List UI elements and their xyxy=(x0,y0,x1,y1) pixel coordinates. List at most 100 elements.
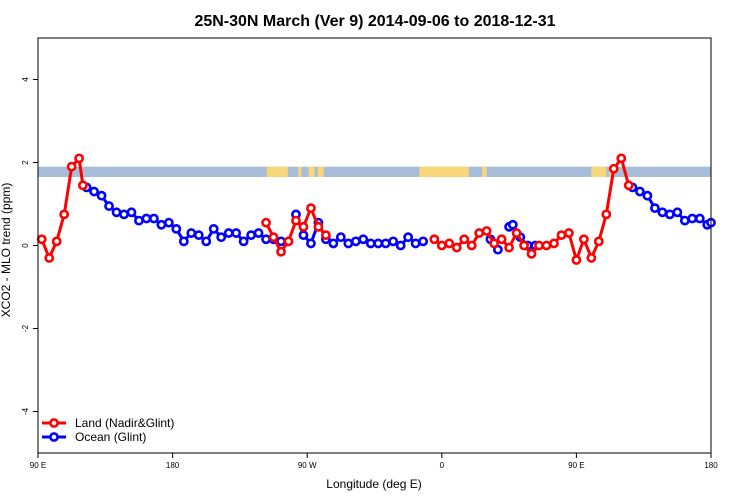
x-tick-label: 180 xyxy=(166,461,180,470)
land-data-point xyxy=(586,253,597,263)
ocean-data-point xyxy=(373,238,384,249)
land-data-point xyxy=(526,248,537,259)
land-data-point xyxy=(578,234,589,245)
land-data-point xyxy=(534,240,544,251)
ocean-mask-strip xyxy=(38,166,711,178)
x-tick-label: 90 W xyxy=(298,461,317,470)
land-data-point xyxy=(261,217,271,228)
land-mask-segment xyxy=(419,166,469,178)
land-mask-segment xyxy=(317,166,324,178)
land-mask-segment xyxy=(266,166,288,178)
land-data-point xyxy=(466,240,477,251)
ocean-data-point xyxy=(193,230,204,241)
land-data-point xyxy=(564,228,574,238)
land-data-point xyxy=(44,253,55,263)
y-tick-label: 0 xyxy=(21,243,30,248)
series-layer xyxy=(36,153,716,265)
land-data-point xyxy=(436,240,447,251)
ocean-data-point xyxy=(664,209,675,220)
ocean-data-point xyxy=(111,207,122,218)
ocean-data-point xyxy=(507,219,518,230)
ocean-data-point xyxy=(208,223,219,234)
land-data-point xyxy=(549,238,559,249)
ocean-data-point xyxy=(134,215,144,226)
ocean-data-point xyxy=(694,213,705,224)
legend-swatch-marker xyxy=(49,432,59,442)
land-data-point xyxy=(496,234,507,245)
ocean-data-point xyxy=(687,213,698,224)
ocean-data-point xyxy=(96,190,107,201)
legend: Land (Nadir&Glint)Ocean (Glint) xyxy=(42,416,174,444)
land-data-point xyxy=(36,234,47,245)
ocean-data-point xyxy=(350,236,361,247)
ocean-data-point xyxy=(201,236,212,247)
ocean-data-point xyxy=(246,230,257,241)
land-data-point xyxy=(474,228,485,238)
land-data-point xyxy=(623,180,634,191)
ocean-data-point xyxy=(642,190,653,201)
land-data-point xyxy=(504,242,514,253)
land-data-point xyxy=(77,180,88,191)
ocean-data-point xyxy=(343,238,354,249)
x-axis-label: Longitude (deg E) xyxy=(326,477,421,491)
ocean-data-point xyxy=(306,238,316,249)
land-data-point xyxy=(66,161,77,172)
land-data-point xyxy=(291,215,301,226)
x-tick-label: 90 E xyxy=(30,461,46,470)
ocean-data-point xyxy=(231,228,242,238)
land-data-point xyxy=(306,203,316,214)
land-data-point xyxy=(489,238,500,249)
land-data-point xyxy=(59,209,70,220)
ocean-data-point xyxy=(679,215,690,226)
ocean-data-point xyxy=(141,213,152,224)
legend-label: Ocean (Glint) xyxy=(75,430,146,444)
land-mask-segment xyxy=(298,166,302,178)
land-data-point xyxy=(444,238,455,249)
y-tick-label: -2 xyxy=(21,324,30,332)
ocean-data-point xyxy=(104,201,114,211)
legend-label: Land (Nadir&Glint) xyxy=(75,416,174,430)
land-data-point xyxy=(541,240,552,251)
land-data-point xyxy=(320,230,331,241)
ocean-data-point xyxy=(171,223,182,234)
ocean-data-point xyxy=(418,236,429,247)
ocean-data-point xyxy=(650,203,660,214)
ocean-data-point xyxy=(119,209,129,220)
x-axis: 90 E 180 90 W 0 90 E 180 xyxy=(30,453,718,470)
land-data-point xyxy=(268,232,279,243)
land-mask-segment xyxy=(482,166,487,178)
ocean-data-point xyxy=(410,238,421,249)
ocean-data-point xyxy=(657,207,668,218)
ocean-data-point xyxy=(253,228,264,238)
ocean-data-point xyxy=(365,238,376,249)
land-mask-segment xyxy=(308,166,315,178)
land-data-point xyxy=(556,230,567,241)
ocean-data-point xyxy=(156,219,167,230)
land-data-point xyxy=(593,236,604,247)
legend-swatch-marker xyxy=(49,418,59,428)
x-tick-label: 0 xyxy=(440,461,445,470)
land-mask-segment xyxy=(591,166,607,178)
ocean-data-point xyxy=(223,228,234,238)
ocean-data-point xyxy=(186,228,197,238)
land-data-point xyxy=(429,234,440,245)
land-data-point xyxy=(511,228,522,238)
x-tick-label: 90 E xyxy=(568,461,584,470)
ocean-data-point xyxy=(403,232,414,243)
land-data-point xyxy=(313,221,324,232)
land-data-point xyxy=(451,242,462,253)
y-tick-label: 2 xyxy=(21,160,30,165)
ocean-data-point xyxy=(395,240,406,251)
ocean-data-point xyxy=(126,207,137,218)
land-data-point xyxy=(283,236,294,247)
land-data-point xyxy=(571,255,582,265)
ocean-data-point xyxy=(358,234,369,245)
land-data-point xyxy=(608,163,619,174)
land-data-point xyxy=(298,221,309,232)
land-data-point xyxy=(74,153,85,164)
ocean-data-point xyxy=(163,217,174,228)
ocean-data-point xyxy=(261,234,271,245)
ocean-data-point xyxy=(216,232,227,243)
y-tick-label: 4 xyxy=(21,77,30,82)
